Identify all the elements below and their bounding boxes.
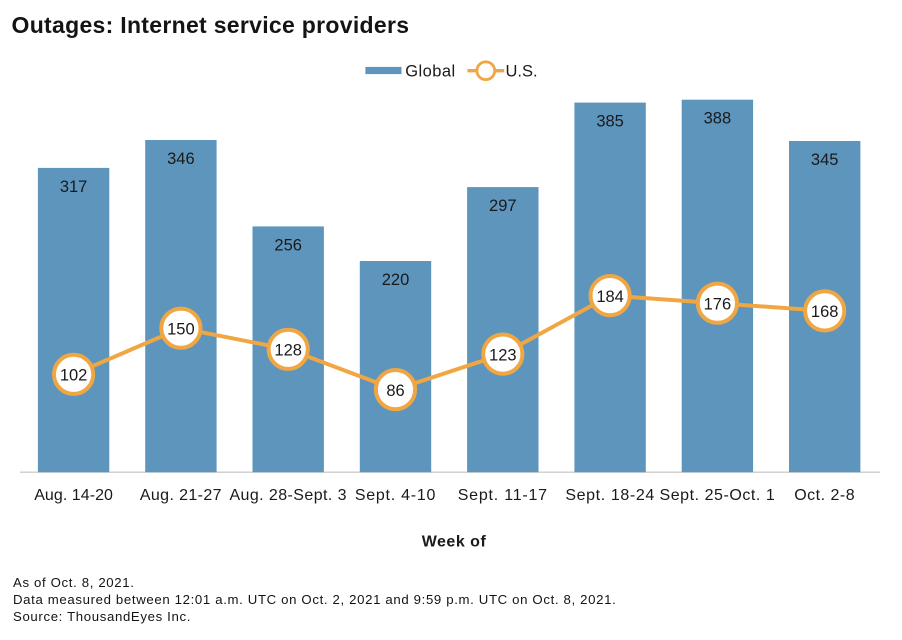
svg-text:220: 220	[382, 271, 410, 289]
svg-text:Aug. 14-20: Aug. 14-20	[34, 487, 113, 504]
svg-text:385: 385	[596, 113, 624, 131]
svg-text:102: 102	[60, 367, 88, 385]
svg-text:346: 346	[167, 150, 195, 168]
svg-text:Sept. 25-Oct. 1: Sept. 25-Oct. 1	[659, 487, 775, 504]
svg-text:Global: Global	[405, 62, 455, 80]
svg-text:Week of: Week of	[422, 533, 487, 550]
svg-text:Sept. 18-24: Sept. 18-24	[565, 487, 655, 504]
svg-text:150: 150	[167, 320, 195, 338]
svg-text:U.S.: U.S.	[506, 62, 538, 80]
svg-text:Sept. 11-17: Sept. 11-17	[458, 487, 548, 504]
svg-text:317: 317	[60, 178, 88, 196]
svg-text:Oct. 2-8: Oct. 2-8	[794, 487, 855, 504]
svg-text:Sept. 4-10: Sept. 4-10	[355, 487, 436, 504]
svg-text:176: 176	[704, 295, 732, 313]
svg-text:345: 345	[811, 151, 839, 169]
svg-text:256: 256	[274, 236, 302, 254]
svg-text:168: 168	[811, 303, 839, 321]
svg-text:128: 128	[274, 342, 302, 360]
svg-text:297: 297	[489, 197, 517, 215]
svg-text:Aug. 28-Sept. 3: Aug. 28-Sept. 3	[229, 487, 347, 504]
svg-text:388: 388	[704, 110, 732, 128]
svg-text:86: 86	[386, 382, 404, 400]
svg-text:184: 184	[596, 288, 624, 306]
svg-text:123: 123	[489, 346, 517, 364]
svg-text:Aug. 21-27: Aug. 21-27	[140, 487, 222, 504]
